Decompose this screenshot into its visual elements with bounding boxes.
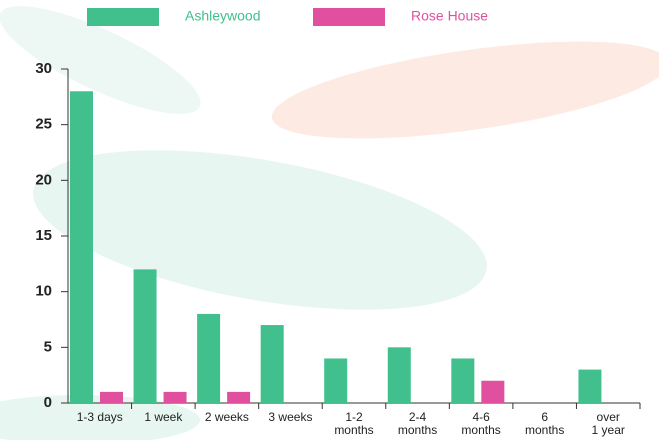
y-tick-label: 30 (35, 60, 52, 77)
x-tick-label: 1-2 months (334, 410, 373, 437)
y-tick-label: 5 (44, 338, 52, 355)
bar (100, 391, 123, 403)
bar (197, 313, 221, 403)
legend-label: Ashleywood (185, 8, 261, 24)
bar (163, 391, 187, 403)
bar (227, 391, 251, 403)
x-tick-label: over 1 year (592, 410, 625, 437)
x-tick-label: 3 weeks (268, 410, 312, 424)
bar (451, 358, 475, 403)
y-tick-label: 25 (35, 116, 52, 133)
bar (70, 91, 93, 404)
y-tick-label: 10 (35, 283, 52, 300)
x-tick-label: 2 weeks (205, 410, 249, 424)
x-tick-label: 4-6 months (461, 410, 500, 437)
x-tick-label: 1-3 days (77, 410, 123, 424)
bar (481, 380, 505, 403)
legend-label: Rose House (411, 8, 488, 24)
y-tick-label: 20 (35, 171, 52, 188)
legend-swatch (313, 8, 385, 26)
bar (387, 347, 411, 403)
x-tick-label: 2-4 months (398, 410, 437, 437)
x-tick-label: 6 months (525, 410, 564, 437)
legend-swatch (87, 8, 159, 26)
y-tick-label: 15 (35, 227, 52, 244)
bar (260, 325, 284, 403)
bar (578, 369, 602, 403)
x-tick-label: 1 week (144, 410, 183, 424)
bar (324, 358, 348, 403)
y-tick-label: 0 (44, 394, 52, 411)
bar (133, 269, 157, 403)
